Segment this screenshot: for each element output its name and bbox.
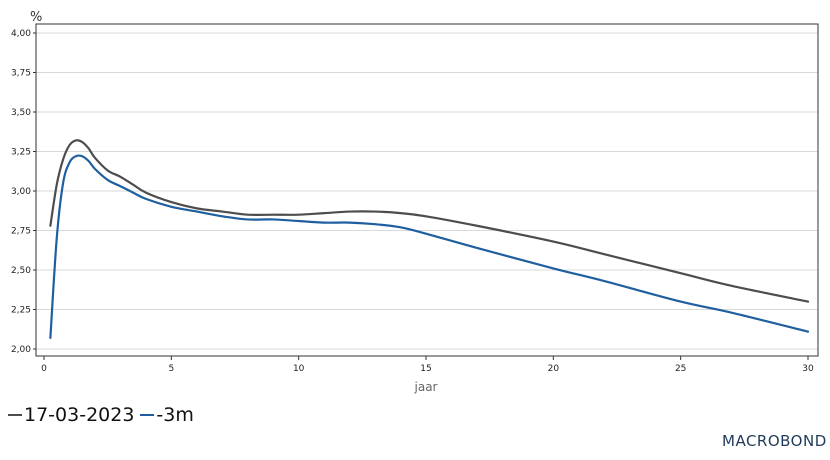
x-tick-label: 20 bbox=[548, 364, 560, 374]
x-tick-label: 0 bbox=[41, 364, 47, 374]
legend-label: -3m bbox=[156, 404, 194, 426]
series-lines bbox=[49, 139, 810, 340]
legend: 17-03-2023 -3m bbox=[8, 404, 200, 426]
x-tick-label: 10 bbox=[293, 364, 305, 374]
y-tick-label: 2,75 bbox=[11, 227, 31, 237]
legend-swatch bbox=[8, 414, 22, 416]
x-tick-label: 30 bbox=[802, 364, 814, 374]
x-axis: 0 5 10 15 20 25 30 bbox=[41, 356, 814, 374]
plot-frame bbox=[35, 23, 819, 357]
chart: 2,00 2,25 2,50 2,75 3,00 3,25 3,50 3,75 4,00 0 5 1… bbox=[11, 10, 819, 394]
y-axis: 2,00 2,25 2,50 2,75 3,00 3,25 3,50 3,75 4,00 bbox=[11, 29, 36, 355]
legend-item-3m: -3m bbox=[140, 404, 194, 426]
y-tick-label: 3,50 bbox=[11, 108, 31, 118]
y-tick-label: 3,25 bbox=[11, 148, 31, 158]
x-tick-label: 15 bbox=[420, 364, 431, 374]
legend-item-17-03-2023: 17-03-2023 bbox=[8, 404, 134, 426]
x-tick-label: 5 bbox=[168, 364, 174, 374]
y-unit-label: % bbox=[30, 10, 42, 25]
y-tick-label: 4,00 bbox=[11, 29, 31, 39]
series-line-3m bbox=[49, 154, 810, 340]
y-tick-label: 2,00 bbox=[11, 345, 31, 355]
x-tick-label: 25 bbox=[675, 364, 686, 374]
legend-label: 17-03-2023 bbox=[24, 404, 135, 426]
y-tick-label: 3,75 bbox=[11, 69, 31, 79]
y-tick-label: 2,25 bbox=[11, 306, 31, 316]
y-tick-label: 2,50 bbox=[11, 266, 31, 276]
y-tick-label: 3,00 bbox=[11, 187, 31, 197]
x-axis-label: jaar bbox=[414, 380, 438, 394]
gridlines bbox=[36, 32, 818, 350]
macrobond-logo: MACROBOND bbox=[722, 432, 827, 450]
legend-swatch bbox=[140, 414, 155, 416]
series-line-17-03-2023 bbox=[49, 139, 810, 303]
